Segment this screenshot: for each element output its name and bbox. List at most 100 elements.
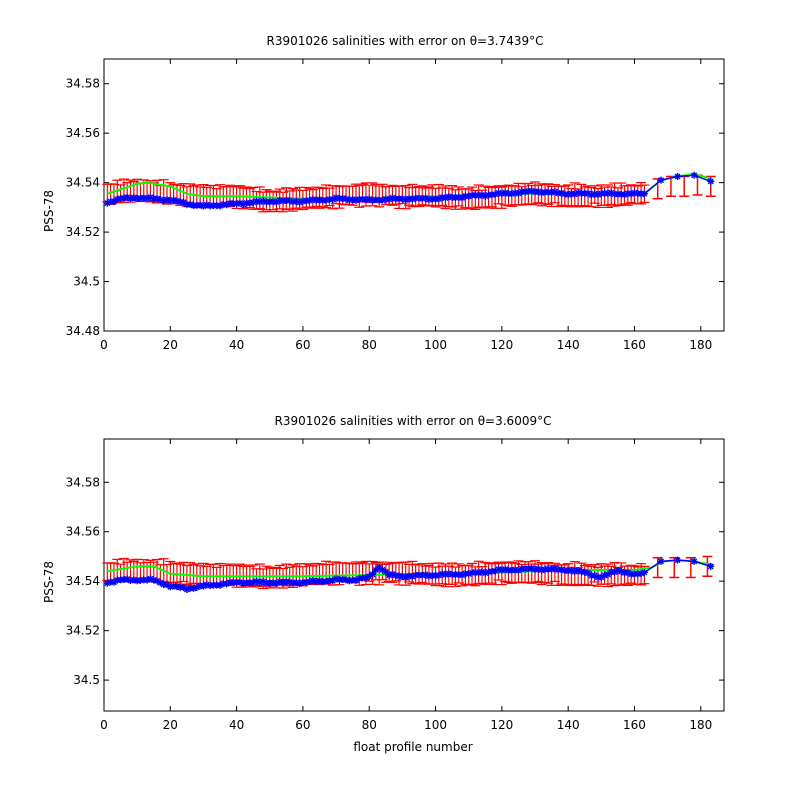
- salinity-marker: [385, 195, 393, 203]
- y-tick-label: 34.52: [66, 225, 100, 239]
- salinity-marker: [379, 566, 387, 574]
- salinity-marker: [352, 576, 360, 584]
- salinity-marker: [253, 197, 261, 205]
- salinity-marker: [312, 578, 320, 586]
- salinity-marker: [382, 568, 390, 576]
- salinity-marker: [438, 570, 446, 578]
- salinity-marker: [478, 568, 486, 576]
- salinity-marker: [143, 194, 151, 202]
- salinity-marker: [276, 196, 284, 204]
- salinity-marker: [471, 568, 479, 576]
- x-tick-label: 40: [229, 338, 244, 352]
- salinity-marker: [286, 578, 294, 586]
- salinity-marker: [551, 188, 559, 196]
- salinity-marker: [574, 567, 582, 575]
- x-tick-label: 80: [362, 338, 377, 352]
- salinity-marker: [402, 196, 410, 204]
- salinity-marker: [312, 196, 320, 204]
- salinity-marker: [445, 193, 453, 201]
- salinity-marker: [458, 194, 466, 202]
- salinity-marker: [110, 578, 118, 586]
- salinity-marker: [591, 190, 599, 198]
- salinity-marker: [584, 569, 592, 577]
- bottom-panel-y-axis-label: PSS-78: [42, 561, 56, 603]
- x-tick-label: 20: [163, 338, 178, 352]
- salinity-marker: [571, 190, 579, 198]
- y-tick-label: 34.48: [66, 324, 100, 338]
- salinity-marker: [163, 196, 171, 204]
- salinity-marker: [501, 189, 509, 197]
- x-tick-label: 180: [689, 718, 712, 732]
- salinity-marker: [123, 193, 131, 201]
- salinity-marker: [223, 580, 231, 588]
- salinity-marker: [160, 196, 168, 204]
- salinity-marker: [296, 198, 304, 206]
- salinity-marker: [256, 198, 264, 206]
- salinity-marker: [246, 199, 254, 207]
- x-tick-label: 60: [295, 338, 310, 352]
- y-tick-label: 34.58: [66, 77, 100, 91]
- top-panel-y-axis-label: PSS-78: [42, 190, 56, 232]
- salinity-marker: [548, 565, 556, 573]
- salinity-marker: [156, 195, 164, 203]
- salinity-marker: [388, 570, 396, 578]
- salinity-marker: [127, 195, 135, 203]
- salinity-marker: [514, 566, 522, 574]
- salinity-marker: [441, 571, 449, 579]
- salinity-marker: [398, 195, 406, 203]
- salinity-marker: [193, 583, 201, 591]
- salinity-marker: [203, 581, 211, 589]
- salinity-marker: [103, 199, 111, 207]
- salinity-marker: [548, 188, 556, 196]
- salinity-marker: [123, 575, 131, 583]
- salinity-marker: [567, 566, 575, 574]
- y-tick-label: 34.58: [66, 475, 100, 489]
- salinity-marker: [153, 195, 161, 203]
- salinity-marker: [342, 195, 350, 203]
- salinity-marker: [332, 575, 340, 583]
- salinity-marker: [495, 189, 503, 197]
- salinity-marker: [624, 568, 632, 576]
- salinity-marker: [306, 196, 314, 204]
- salinity-marker: [276, 578, 284, 586]
- bottom-panel-x-axis-label: float profile number: [353, 740, 472, 754]
- salinity-marker: [538, 189, 546, 197]
- salinity-marker: [498, 566, 506, 574]
- salinity-marker: [408, 195, 416, 203]
- salinity-marker: [279, 578, 287, 586]
- salinity-marker: [146, 575, 154, 583]
- salinity-marker: [249, 578, 257, 586]
- salinity-marker: [170, 196, 178, 204]
- salinity-marker: [455, 570, 463, 578]
- salinity-marker: [130, 194, 138, 202]
- salinity-marker: [216, 581, 224, 589]
- salinity-marker: [674, 556, 682, 564]
- salinity-marker: [607, 189, 615, 197]
- salinity-marker: [584, 189, 592, 197]
- salinity-marker: [621, 191, 629, 199]
- salinity-marker: [352, 196, 360, 204]
- x-tick-label: 0: [100, 718, 108, 732]
- salinity-marker: [256, 578, 264, 586]
- salinity-marker: [249, 198, 257, 206]
- salinity-marker: [465, 192, 473, 200]
- salinity-marker: [465, 570, 473, 578]
- salinity-marker: [707, 177, 715, 185]
- salinity-marker: [538, 566, 546, 574]
- salinity-marker: [146, 193, 154, 201]
- salinity-marker: [130, 576, 138, 584]
- salinity-marker: [408, 572, 416, 580]
- salinity-marker: [624, 189, 632, 197]
- bottom-panel-plot-area: 0 20 40 60 80 100 120 140 160 180 34.5 34.52 34.54 34…: [66, 438, 725, 732]
- salinity-marker: [567, 190, 575, 198]
- salinity-marker: [365, 572, 373, 580]
- salinity-marker: [342, 576, 350, 584]
- x-tick-label: 120: [490, 718, 513, 732]
- salinity-marker: [657, 176, 665, 184]
- salinity-marker: [587, 191, 595, 199]
- salinity-marker: [173, 583, 181, 591]
- salinity-marker: [707, 562, 715, 570]
- salinity-marker: [156, 579, 164, 587]
- top-panel-title: R3901026 salinities with error on θ=3.74…: [267, 34, 544, 48]
- top-panel-plot-area: 0 20 40 60 80 100 120 140 160 180 34.48 34.5 34.52 34…: [66, 58, 725, 352]
